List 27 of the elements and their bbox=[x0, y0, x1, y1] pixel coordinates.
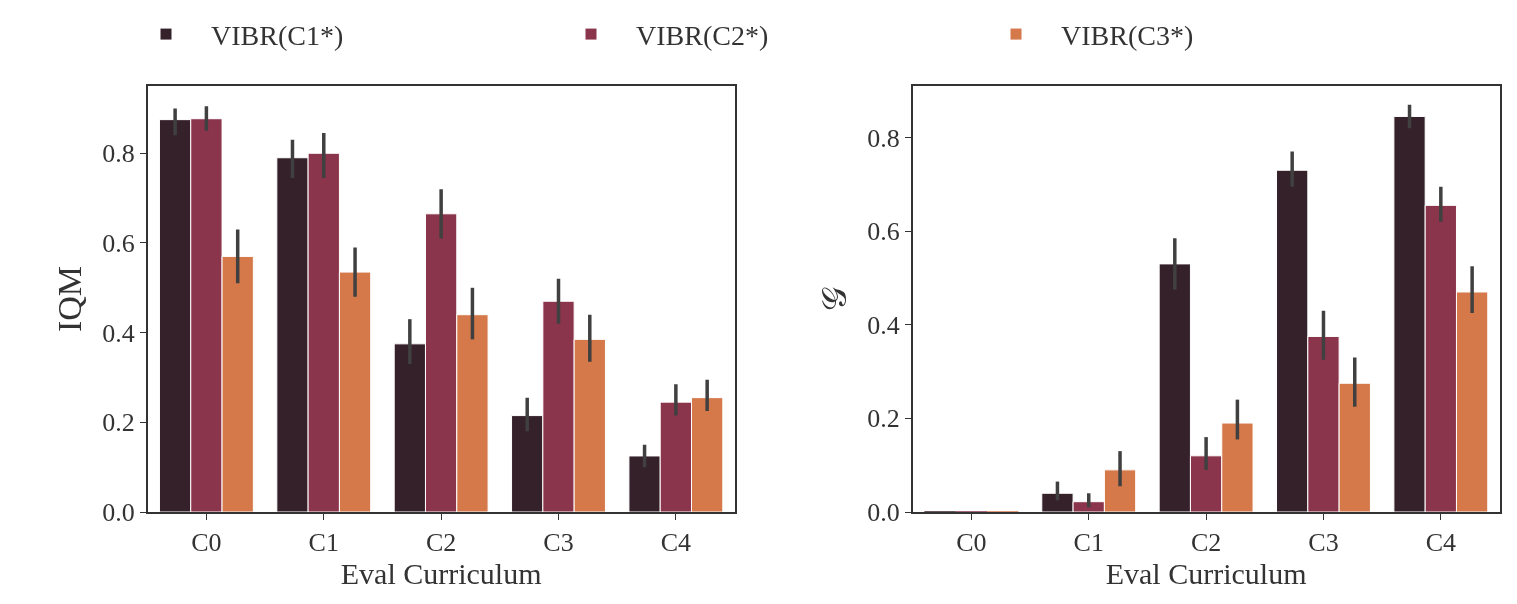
x-tick-label: C3 bbox=[543, 527, 574, 557]
y-tick-label: 0.8 bbox=[867, 123, 900, 153]
x-tick-label: C2 bbox=[425, 527, 457, 557]
y-tick-label: 0.0 bbox=[102, 498, 135, 528]
x-tick-label: C3 bbox=[1308, 527, 1339, 557]
y-tick-label: 0.6 bbox=[102, 229, 135, 259]
y-tick-label: 0.8 bbox=[102, 139, 135, 169]
x-axis-title: Eval Curriculum bbox=[340, 556, 542, 590]
x-tick-label: C1 bbox=[308, 527, 339, 557]
x-tick-label: C1 bbox=[1073, 527, 1104, 557]
y-axis-title: 𝒢 bbox=[816, 287, 854, 311]
y-tick-label: 0.4 bbox=[102, 318, 135, 348]
y-tick-label: 0.2 bbox=[867, 404, 900, 434]
x-tick-label: C4 bbox=[1425, 527, 1456, 557]
y-axis-title: IQM bbox=[51, 265, 89, 333]
x-tick-label: C4 bbox=[660, 527, 692, 557]
y-tick-label: 0.0 bbox=[867, 498, 900, 528]
y-tick-label: 0.2 bbox=[102, 408, 135, 438]
y-tick-label: 0.6 bbox=[867, 217, 900, 247]
legend-label: VIBR(C3*) bbox=[1061, 20, 1194, 51]
legend-label: VIBR(C1*) bbox=[211, 20, 344, 51]
x-tick-label: C0 bbox=[191, 527, 222, 557]
x-tick-label: C0 bbox=[956, 527, 987, 557]
x-axis-title: Eval Curriculum bbox=[1105, 556, 1307, 590]
legend-label: VIBR(C2*) bbox=[636, 20, 769, 51]
x-tick-label: C2 bbox=[1190, 527, 1222, 557]
y-tick-label: 0.4 bbox=[867, 310, 900, 340]
